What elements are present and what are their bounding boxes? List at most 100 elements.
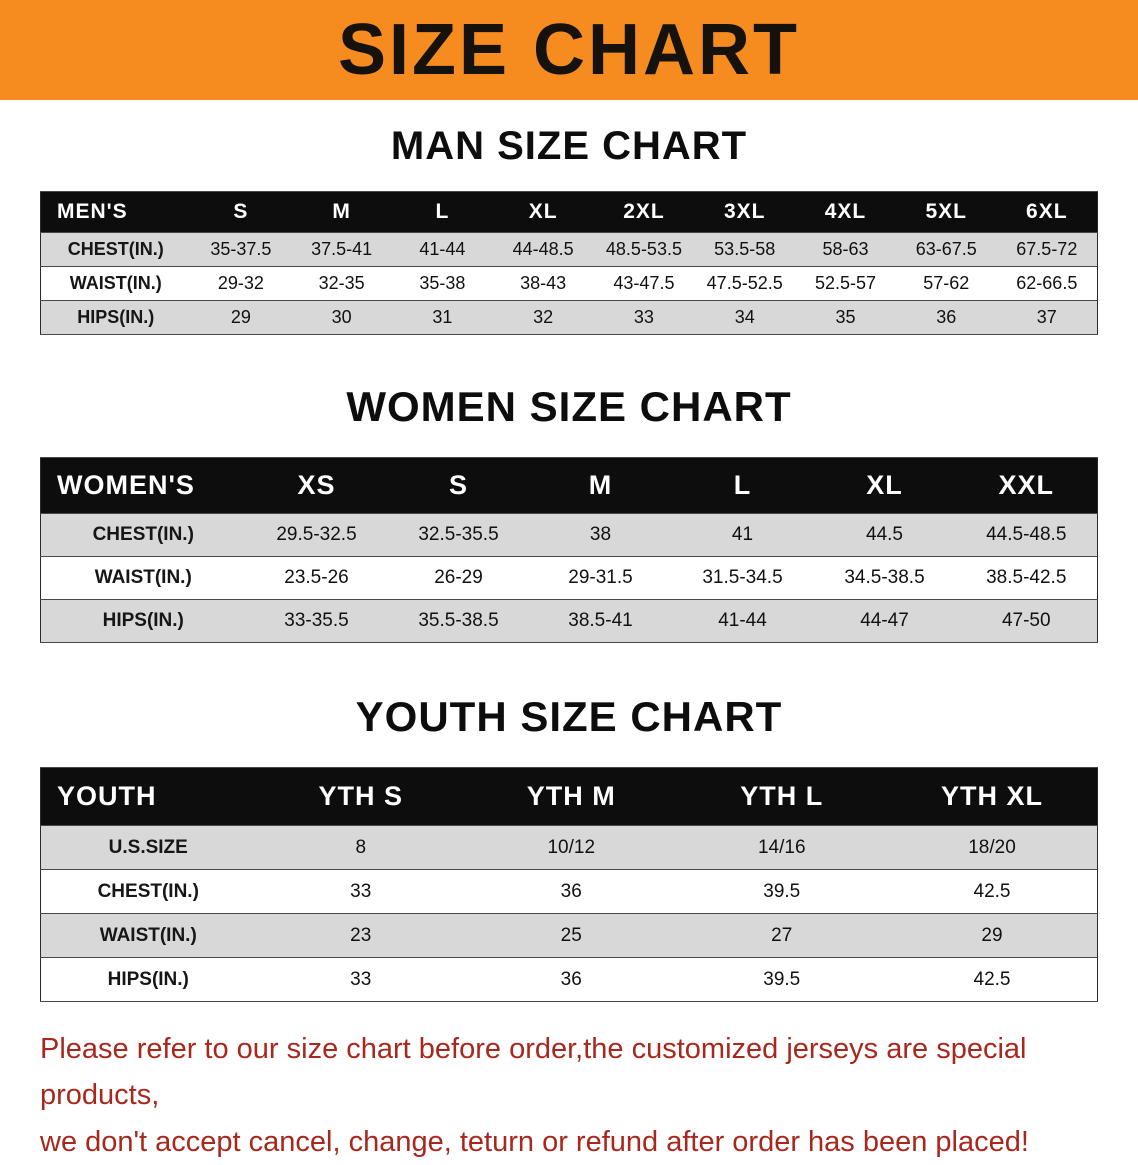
women-section-title: WOMEN SIZE CHART [346,383,792,430]
table-row: WAIST(IN.) 29-32 32-35 35-38 38-43 43-47.5 47.… [40,266,1098,301]
row-label: WAIST(IN.) [40,913,256,958]
size-chart-banner: SIZE CHART [0,0,1138,100]
row-label: WAIST(IN.) [40,266,191,301]
size-value: 38.5-42.5 [955,556,1098,600]
men-size-table: MEN'S S M L XL 2XL 3XL 4XL 5XL 6XL CHEST(IN.) 35-37… [40,191,1098,335]
size-column-header: L [671,457,814,514]
size-value: 36 [466,957,677,1002]
size-value: 63-67.5 [895,232,997,267]
size-value: 58-63 [795,232,896,267]
size-value: 44-47 [813,599,956,643]
youth-section-title: YOUTH SIZE CHART [355,693,783,740]
row-label: U.S.SIZE [40,825,256,870]
size-value: 41-44 [392,232,493,267]
size-column-header: 4XL [795,191,896,233]
table-row: HIPS(IN.) 33 36 39.5 42.5 [40,957,1098,1002]
size-column-header: XS [245,457,388,514]
size-value: 52.5-57 [795,266,896,301]
size-value: 8 [255,825,466,870]
footer-note-line-1: Please refer to our size chart before or… [40,1033,1027,1112]
size-value: 33 [255,869,466,914]
size-value: 48.5-53.5 [593,232,695,267]
size-column-header: YTH M [466,767,677,826]
size-value: 29-31.5 [529,556,672,600]
size-value: 41-44 [671,599,814,643]
size-column-header: XL [492,191,594,233]
table-row: CHEST(IN.) 35-37.5 37.5-41 41-44 44-48.5 48.5… [40,232,1098,267]
size-value: 53.5-58 [694,232,796,267]
size-value: 35-38 [392,266,493,301]
size-value: 35 [795,300,896,335]
row-label: CHEST(IN.) [40,232,191,267]
size-value: 57-62 [895,266,997,301]
size-value: 32 [492,300,594,335]
size-value: 44.5 [813,513,956,557]
size-column-header: 6XL [996,191,1098,233]
size-column-header: 5XL [895,191,997,233]
size-value: 25 [466,913,677,958]
women-size-section: WOMEN SIZE CHART WOMEN'S XS S M L XL XXL CHEST(… [0,383,1138,643]
size-value: 34.5-38.5 [813,556,956,600]
size-value: 35.5-38.5 [387,599,530,643]
size-column-header: M [291,191,393,233]
size-value: 18/20 [887,825,1098,870]
size-value: 31.5-34.5 [671,556,814,600]
table-row: WAIST(IN.) 23 25 27 29 [40,913,1098,958]
size-column-header: 3XL [694,191,796,233]
size-value: 33 [255,957,466,1002]
size-value: 42.5 [887,957,1098,1002]
size-column-header: YTH S [255,767,466,826]
table-header-row: WOMEN'S XS S M L XL XXL [40,457,1098,514]
size-value: 47.5-52.5 [694,266,796,301]
table-corner-label: MEN'S [40,191,191,233]
banner-title: SIZE CHART [338,10,800,90]
size-column-header: 2XL [593,191,695,233]
table-corner-label: WOMEN'S [40,457,246,514]
size-column-header: YTH L [676,767,887,826]
size-value: 26-29 [387,556,530,600]
row-label: HIPS(IN.) [40,300,191,335]
size-value: 23 [255,913,466,958]
table-row: CHEST(IN.) 33 36 39.5 42.5 [40,869,1098,914]
size-value: 29 [190,300,292,335]
youth-size-section: YOUTH SIZE CHART YOUTH YTH S YTH M YTH L YTH… [0,693,1138,1002]
size-value: 33-35.5 [245,599,388,643]
table-header-row: MEN'S S M L XL 2XL 3XL 4XL 5XL 6XL [40,191,1098,233]
size-charts: MAN SIZE CHART MEN'S S M L XL 2XL 3XL 4XL 5XL 6XL… [0,124,1138,1002]
size-value: 39.5 [676,869,887,914]
women-size-table: WOMEN'S XS S M L XL XXL CHEST(IN.) 29.5-32.5 32.5… [40,457,1098,643]
footer-note: Please refer to our size chart before or… [40,1026,1098,1165]
table-row: HIPS(IN.) 33-35.5 35.5-38.5 38.5-41 41-44 44-… [40,599,1098,643]
size-column-header: XL [813,457,956,514]
size-column-header: S [387,457,530,514]
size-value: 30 [291,300,393,335]
size-value: 29.5-32.5 [245,513,388,557]
size-column-header: XXL [955,457,1098,514]
size-value: 41 [671,513,814,557]
size-column-header: S [190,191,292,233]
size-value: 34 [694,300,796,335]
size-value: 37.5-41 [291,232,393,267]
size-value: 38-43 [492,266,594,301]
size-value: 10/12 [466,825,677,870]
size-value: 38 [529,513,672,557]
table-row: CHEST(IN.) 29.5-32.5 32.5-35.5 38 41 44.5 44.5… [40,513,1098,557]
size-value: 29 [887,913,1098,958]
man-section-title: MAN SIZE CHART [390,124,748,168]
table-header-row: YOUTH YTH S YTH M YTH L YTH XL [40,767,1098,826]
row-label: HIPS(IN.) [40,599,246,643]
size-value: 23.5-26 [245,556,388,600]
youth-size-table: YOUTH YTH S YTH M YTH L YTH XL U.S.SIZE 8 10/12… [40,767,1098,1002]
size-value: 43-47.5 [593,266,695,301]
size-value: 62-66.5 [996,266,1098,301]
size-value: 67.5-72 [996,232,1098,267]
size-column-header: L [392,191,493,233]
size-value: 36 [895,300,997,335]
size-value: 32-35 [291,266,393,301]
size-column-header: YTH XL [887,767,1098,826]
size-value: 38.5-41 [529,599,672,643]
row-label: HIPS(IN.) [40,957,256,1002]
size-value: 44-48.5 [492,232,594,267]
table-row: HIPS(IN.) 29 30 31 32 33 34 35 36 37 [40,300,1098,335]
size-value: 29-32 [190,266,292,301]
